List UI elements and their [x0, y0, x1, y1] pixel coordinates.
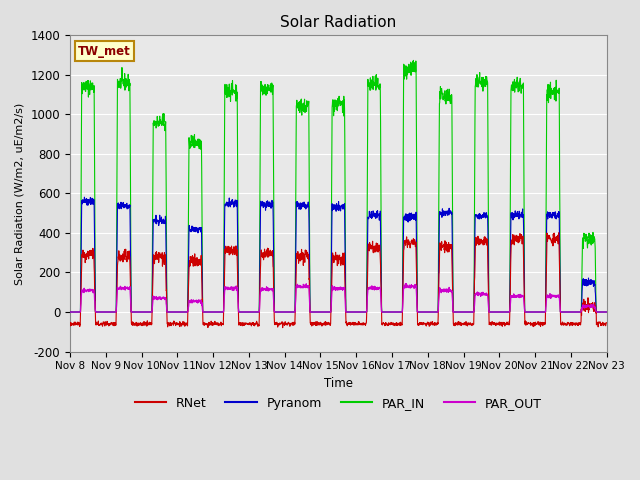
PAR_IN — [556, 85, 563, 91]
PAR_IN — [410, 58, 417, 63]
Legend: RNet, Pyranom, PAR_IN, PAR_OUT: RNet, Pyranom, PAR_IN, PAR_OUT — [129, 392, 547, 415]
PAR_OUT — [354, 309, 362, 315]
X-axis label: Time: Time — [324, 377, 353, 390]
RNet — [494, 322, 502, 327]
Text: TW_met: TW_met — [78, 45, 131, 58]
Pyranom — [354, 309, 362, 315]
Line: PAR_IN: PAR_IN — [70, 60, 606, 312]
Line: PAR_OUT: PAR_OUT — [70, 284, 606, 312]
RNet — [66, 322, 74, 327]
RNet — [555, 230, 563, 236]
RNet — [602, 320, 610, 325]
PAR_IN — [216, 309, 223, 315]
RNet — [354, 320, 362, 326]
PAR_OUT — [494, 309, 502, 315]
PAR_OUT — [216, 309, 223, 315]
Pyranom — [494, 309, 502, 315]
PAR_IN — [494, 309, 502, 315]
RNet — [556, 257, 563, 263]
Pyranom — [81, 194, 88, 200]
PAR_OUT — [66, 309, 74, 315]
Y-axis label: Solar Radiation (W/m2, uE/m2/s): Solar Radiation (W/m2, uE/m2/s) — [15, 102, 25, 285]
PAR_OUT — [403, 281, 410, 287]
Pyranom — [365, 208, 373, 214]
Pyranom — [602, 309, 610, 315]
PAR_OUT — [365, 286, 373, 292]
Line: Pyranom: Pyranom — [70, 197, 606, 312]
RNet — [570, 320, 578, 326]
PAR_OUT — [556, 294, 563, 300]
PAR_OUT — [570, 309, 578, 315]
PAR_IN — [66, 309, 74, 315]
RNet — [279, 325, 287, 331]
PAR_IN — [354, 309, 362, 315]
PAR_IN — [602, 309, 610, 315]
RNet — [365, 248, 373, 253]
PAR_IN — [365, 82, 373, 87]
Pyranom — [216, 309, 223, 315]
Line: RNet: RNet — [70, 233, 606, 328]
Title: Solar Radiation: Solar Radiation — [280, 15, 396, 30]
PAR_IN — [570, 309, 578, 315]
Pyranom — [570, 309, 578, 315]
Pyranom — [66, 309, 74, 315]
PAR_OUT — [602, 309, 610, 315]
Pyranom — [556, 209, 563, 215]
RNet — [216, 322, 223, 327]
